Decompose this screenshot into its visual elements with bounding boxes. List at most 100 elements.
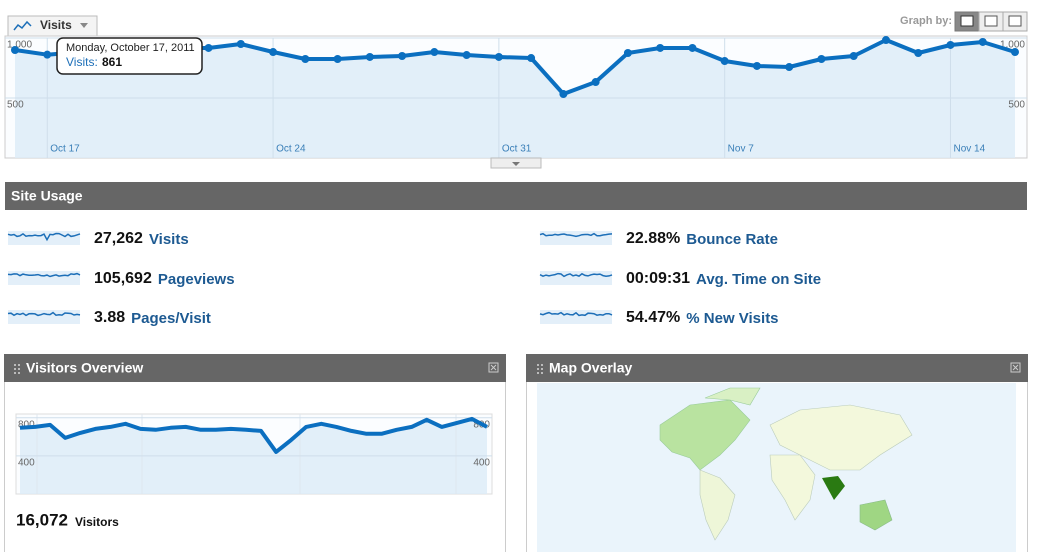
metric-label[interactable]: Bounce Rate (686, 231, 778, 248)
y-tick-label: 1,000 (1000, 40, 1025, 51)
metric-label[interactable]: % New Visits (686, 310, 778, 327)
sparkline-bg (8, 271, 80, 285)
section-header (5, 182, 1027, 210)
data-point[interactable] (365, 52, 374, 61)
widget-total: 16,072 (16, 510, 68, 529)
tooltip-value: 861 (102, 55, 122, 69)
y-tick-label: 400 (473, 458, 490, 469)
data-point[interactable] (946, 40, 955, 49)
tooltip-box (56, 37, 203, 75)
widget-header (526, 354, 1028, 382)
icon (960, 15, 974, 27)
metric-value: 22.88% (626, 230, 680, 247)
data-point[interactable] (430, 48, 439, 57)
data-point[interactable] (688, 43, 697, 52)
graph-by-label: Graph by: (900, 15, 952, 27)
metric-value: 27,262 (94, 230, 143, 247)
metric-value: 54.47% (626, 309, 680, 326)
sparkline-bg (8, 231, 80, 245)
metric-label[interactable]: Pageviews (158, 271, 235, 288)
metric-value: 00:09:31 (626, 270, 690, 287)
y-tick-label: 500 (7, 100, 24, 111)
x-tick-label: Oct 17 (50, 144, 80, 155)
data-point[interactable] (559, 90, 568, 99)
data-point[interactable] (849, 52, 858, 60)
world-map (537, 383, 1016, 552)
tooltip-label: Visits: (66, 55, 98, 69)
sparkline (539, 272, 613, 278)
y-tick-label: 400 (18, 458, 35, 469)
greenland (704, 387, 761, 406)
eurasia (769, 404, 913, 471)
data-point[interactable] (236, 40, 245, 48)
data-point[interactable] (720, 57, 729, 66)
series-area (20, 418, 487, 494)
x-tick-label: Nov 14 (953, 144, 985, 155)
widget-header (4, 354, 506, 382)
data-point[interactable] (785, 63, 794, 72)
africa (769, 454, 816, 521)
section-title: Site Usage (11, 188, 83, 204)
widget-title: Map Overlay (549, 360, 632, 376)
data-point[interactable] (1011, 48, 1019, 57)
sparkline (7, 232, 81, 242)
sparkline-bg (8, 310, 80, 324)
metric-value: 105,692 (94, 270, 152, 287)
data-point[interactable] (398, 52, 407, 60)
icon (984, 15, 998, 27)
tab-arrow (80, 23, 88, 28)
australia (859, 499, 893, 531)
metric-label[interactable]: Pages/Visit (131, 310, 211, 327)
close-button[interactable] (1010, 362, 1021, 373)
drag-grip (537, 364, 543, 374)
metric-label[interactable]: Avg. Time on Site (696, 271, 821, 288)
data-point[interactable] (752, 61, 761, 70)
icon (1008, 15, 1022, 27)
data-point[interactable] (11, 46, 19, 54)
data-point[interactable] (591, 78, 600, 87)
widget-title: Visitors Overview (26, 360, 143, 376)
data-point[interactable] (43, 50, 52, 59)
widget-total-label: Visitors (75, 515, 119, 529)
tooltip-title: Monday, October 17, 2011 (66, 42, 195, 54)
y-tick-label: 500 (1008, 100, 1025, 111)
x-tick-label: Oct 24 (276, 144, 306, 155)
data-point[interactable] (494, 52, 503, 61)
data-point[interactable] (269, 48, 278, 57)
data-point[interactable] (333, 55, 342, 63)
sparkline (539, 311, 613, 317)
tab-icon (13, 20, 32, 31)
collapse-arrow (512, 162, 520, 166)
data-point[interactable] (914, 49, 923, 57)
south-america (699, 469, 736, 541)
india (822, 476, 845, 500)
data-point[interactable] (978, 37, 987, 46)
data-point[interactable] (204, 43, 213, 52)
x-tick-label: Oct 31 (502, 144, 532, 155)
sparkline (539, 232, 613, 238)
metric-value: 3.88 (94, 309, 125, 326)
data-point[interactable] (623, 49, 632, 57)
drag-grip (14, 364, 20, 374)
close-icon (1012, 364, 1019, 371)
data-point[interactable] (462, 51, 471, 60)
sparkline-bg (540, 271, 612, 285)
data-point[interactable] (656, 43, 665, 52)
data-point[interactable] (527, 54, 536, 63)
y-tick-label: 800 (18, 419, 35, 430)
close-icon (490, 364, 497, 371)
data-point[interactable] (817, 55, 826, 63)
series-area (15, 40, 1015, 158)
metric-label[interactable]: Visits (149, 231, 189, 248)
data-point[interactable] (881, 36, 890, 45)
data-point[interactable] (301, 55, 310, 63)
sparkline (7, 272, 81, 278)
tab-label: Visits (40, 18, 72, 32)
series-line (19, 416, 488, 454)
sparkline-bg (540, 231, 612, 245)
metrics: 27,262 Visits 105,692 Pageviews 3.88 Pages/Vi… (7, 230, 821, 327)
close-button[interactable] (488, 362, 499, 373)
